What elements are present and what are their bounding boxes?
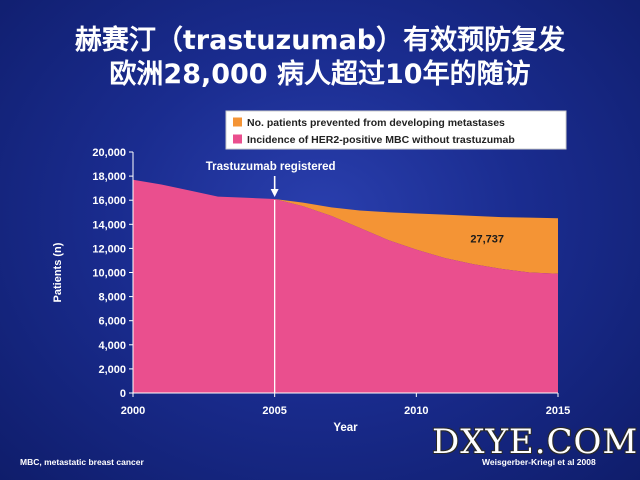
y-tick-label: 16,000 <box>92 195 126 207</box>
chart-areas <box>133 179 558 393</box>
chart-annotations: Trastuzumab registered 27,737 <box>206 161 504 393</box>
y-tick-label: 14,000 <box>92 219 126 231</box>
y-tick-label: 6,000 <box>98 316 126 328</box>
prevented-total-label: 27,737 <box>470 233 504 245</box>
y-tick-label: 0 <box>120 388 126 400</box>
registration-arrow-head <box>270 189 279 197</box>
y-tick-label: 18,000 <box>92 171 126 183</box>
slide-title-line1: 赫赛汀（trastuzumab）有效预防复发 <box>74 25 566 56</box>
footnote-citation: Weisgerber-Kriegl et al 2008 <box>482 457 596 467</box>
y-tick-label: 4,000 <box>98 340 126 352</box>
y-tick-label: 2,000 <box>98 364 126 376</box>
registration-annotation: Trastuzumab registered <box>206 161 336 173</box>
x-axis-label: Year <box>333 422 358 434</box>
legend-item-incidence-swatch <box>233 134 242 144</box>
footnote-abbreviation: MBC, metastatic breast cancer <box>20 457 144 467</box>
watermark-logo: DXYE.COM <box>432 422 639 462</box>
y-tick-label: 10,000 <box>92 268 126 280</box>
legend-item-incidence-label: Incidence of HER2-positive MBC without t… <box>247 134 515 146</box>
y-tick-label: 20,000 <box>92 147 126 159</box>
area-prevented-metastases <box>274 198 558 274</box>
legend-item-prevented-swatch <box>233 117 242 127</box>
x-tick-label: 2015 <box>546 405 570 417</box>
x-tick-label: 2010 <box>404 405 428 417</box>
area-incidence-mbc <box>133 179 558 393</box>
legend-box <box>225 110 567 150</box>
y-axis-label: Patients (n) <box>52 242 64 302</box>
x-tick-label: 2000 <box>121 405 145 417</box>
chart-legend: No. patients prevented from developing m… <box>225 110 567 150</box>
x-tick-label: 2005 <box>262 405 286 417</box>
chart-ticks: 0 2,000 4,000 6,000 8,000 10,000 12,000 14,000 1… <box>52 147 570 434</box>
legend-item-prevented-label: No. patients prevented from developing m… <box>247 117 505 129</box>
y-tick-label: 8,000 <box>98 292 126 304</box>
slide-title-line2: 欧洲28,000 病人超过10年的随访 <box>109 59 531 90</box>
y-tick-label: 12,000 <box>92 243 126 255</box>
